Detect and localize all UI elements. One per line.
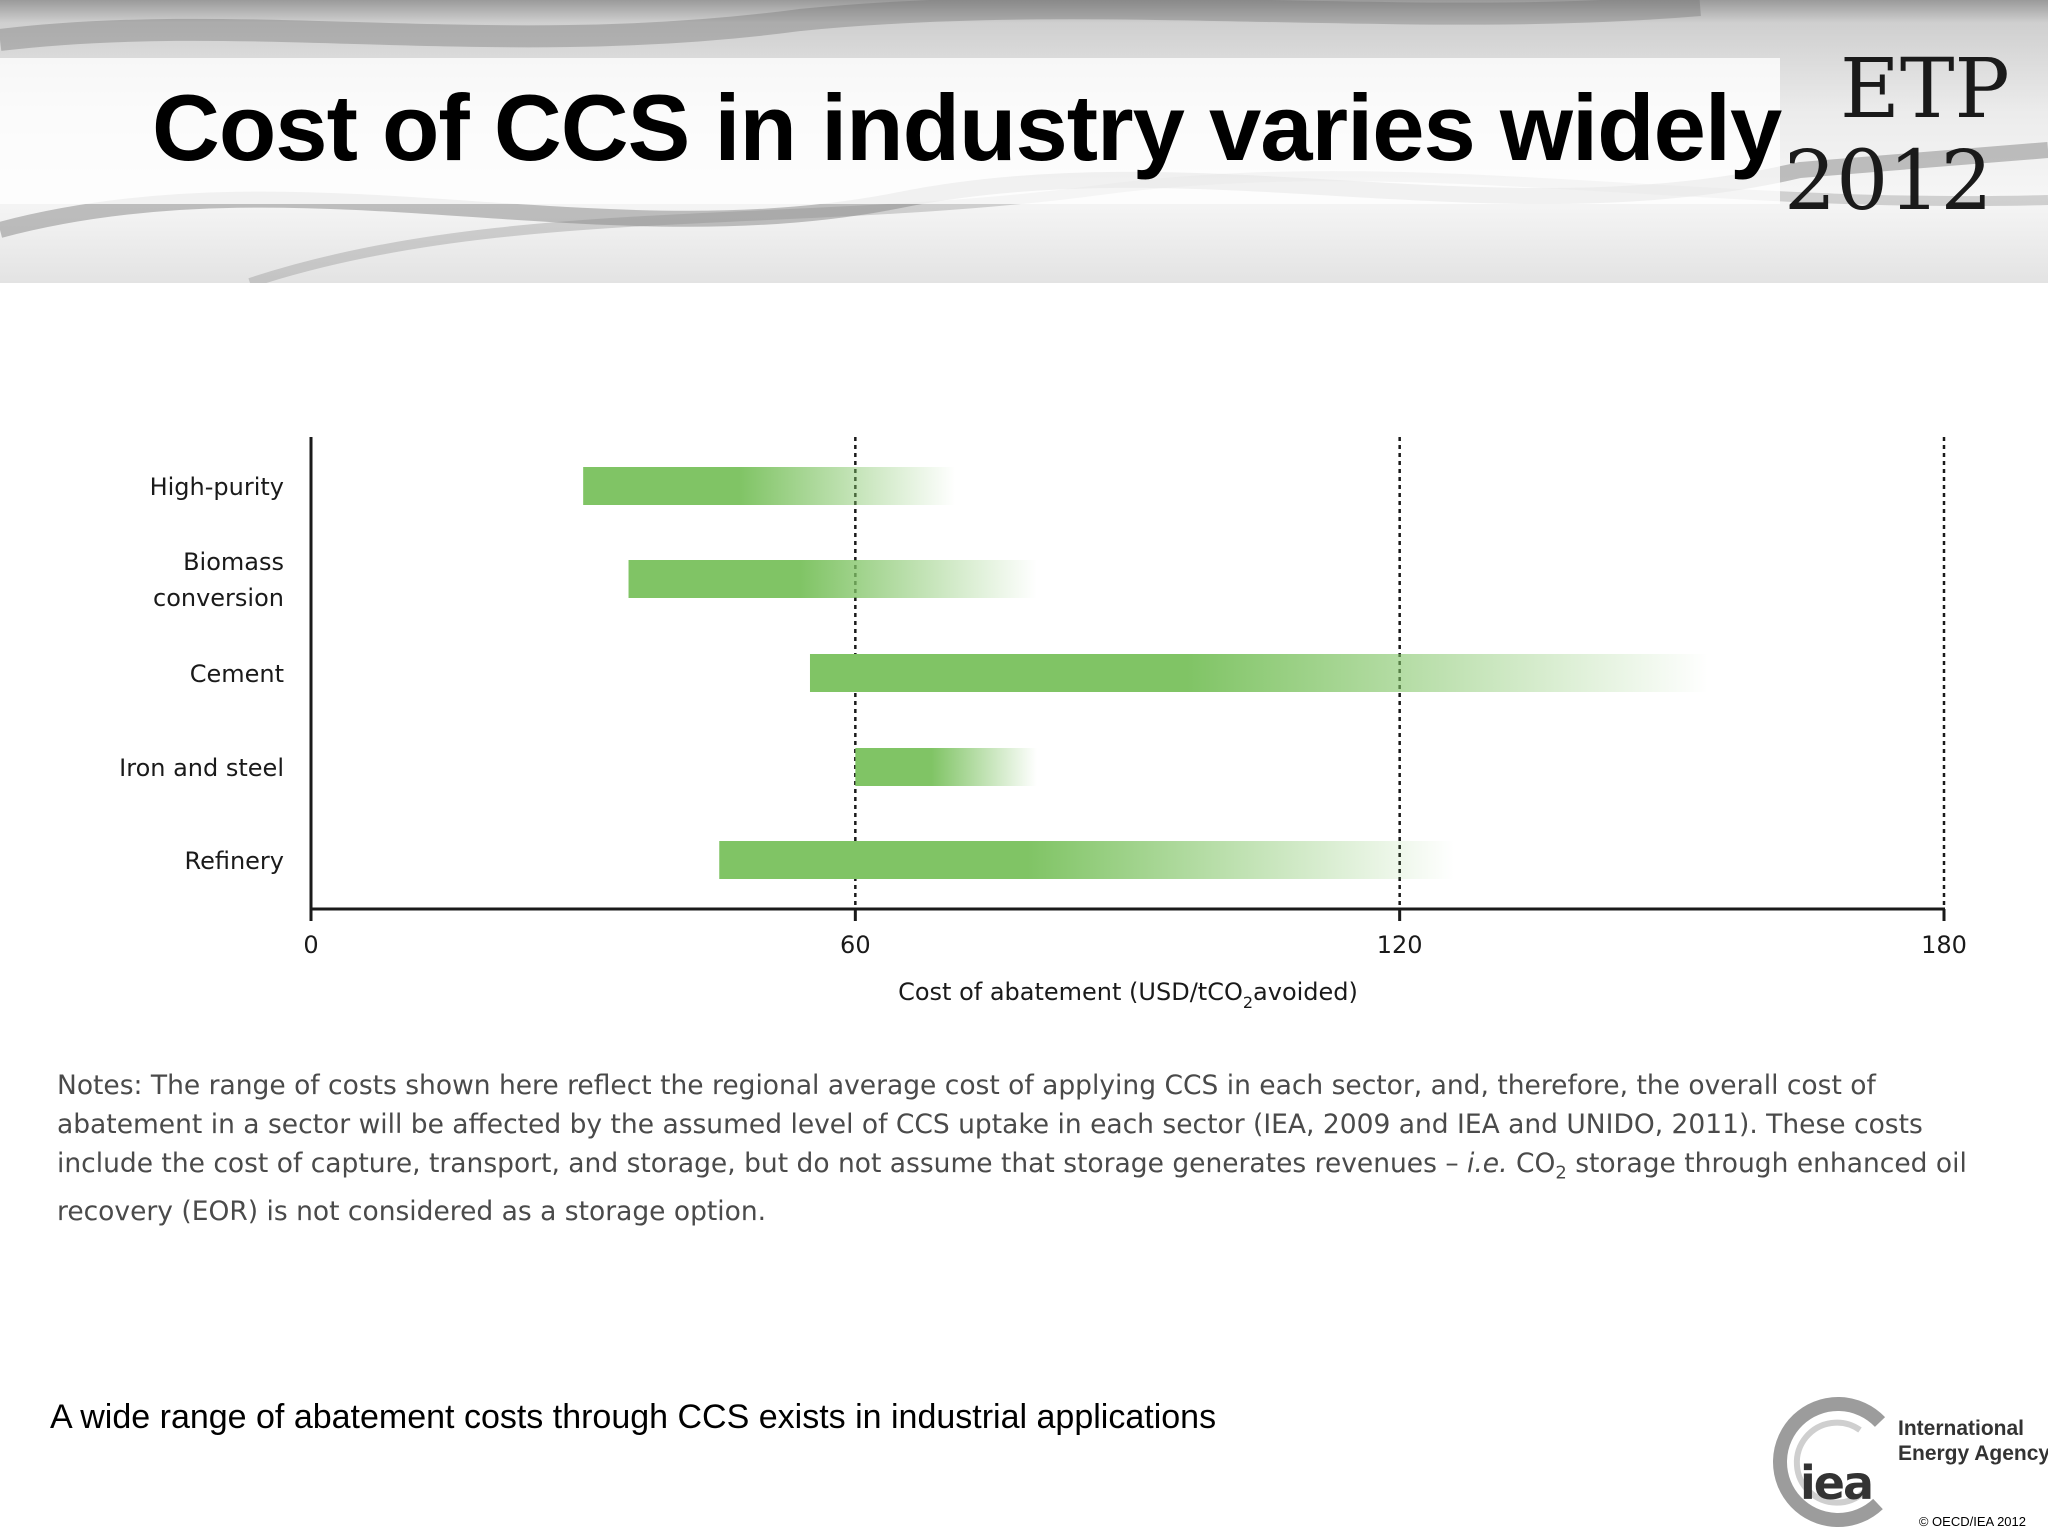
category-label: Cement — [190, 660, 284, 688]
category-label: Biomass — [183, 548, 284, 576]
iea-logo-name-line1: International — [1898, 1417, 2025, 1440]
range-bar — [628, 560, 1037, 598]
title-band — [0, 58, 1780, 204]
iea-logo-name: International Energy Agency — [1898, 1416, 2048, 1466]
range-bar — [719, 841, 1455, 879]
notes-text-2: CO — [1507, 1148, 1556, 1179]
category-label: Refinery — [184, 847, 284, 875]
slide-title: Cost of CCS in industry varies widely — [152, 75, 1782, 180]
cost-range-chart: 0 60 120 180 High-purity Biomass conversion Cem… — [119, 437, 1967, 1012]
iea-logo-mark: iea — [1800, 1456, 1874, 1510]
slide-caption: A wide range of abatement costs through … — [50, 1398, 1217, 1436]
iea-logo-swirl-icon — [1773, 1397, 1886, 1527]
category-label: Iron and steel — [119, 754, 284, 782]
notes-subscript: 2 — [1555, 1162, 1567, 1184]
notes-text-3: storage through enhanced oil recovery (E… — [57, 1148, 1967, 1228]
category-label: conversion — [153, 584, 284, 612]
range-bar — [583, 467, 956, 505]
x-tick-label: 0 — [303, 931, 318, 959]
etp-badge: ETP 2012 — [1784, 44, 2024, 228]
range-bar — [855, 748, 1037, 786]
x-axis-title: Cost of abatement (USD/tCO2avoided) — [898, 978, 1358, 1012]
iea-logo-name-line2: Energy Agency — [1898, 1442, 2048, 1465]
x-tick-label: 120 — [1377, 931, 1423, 959]
chart-labels: 0 60 120 180 High-purity Biomass conversion Cem… — [119, 473, 1967, 1012]
header-banner: Cost of CCS in industry varies widely ET… — [0, 0, 2048, 283]
etp-badge-line1: ETP — [1840, 42, 2010, 137]
x-tick-label: 180 — [1921, 931, 1967, 959]
chart-notes: Notes: The range of costs shown here ref… — [57, 1066, 1987, 1231]
copyright-notice: © OECD/IEA 2012 — [1918, 1514, 2026, 1529]
chart-axes — [309, 437, 1946, 921]
range-bar — [809, 654, 1709, 692]
category-label: High-purity — [150, 473, 284, 501]
notes-italic: i.e. — [1467, 1148, 1508, 1179]
iea-logo: iea International Energy Agency — [1760, 1392, 2048, 1532]
etp-badge-line2: 2012 — [1784, 134, 1993, 229]
chart-bars — [583, 467, 1709, 879]
notes-text-1: Notes: The range of costs shown here ref… — [57, 1070, 1923, 1179]
x-tick-label: 60 — [840, 931, 871, 959]
